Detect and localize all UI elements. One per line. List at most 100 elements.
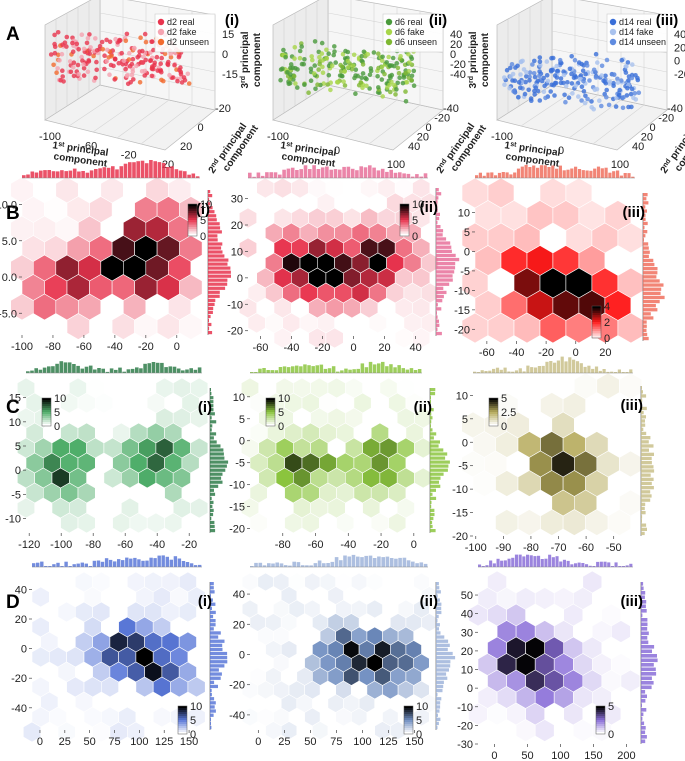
y-histogram-bar (436, 327, 438, 332)
scatter-point (607, 79, 613, 85)
scatter-point (123, 38, 129, 44)
x-histogram-bar (625, 372, 629, 373)
colorbar-segment (404, 730, 413, 733)
colorbar-segment (178, 720, 187, 723)
y-tick-label: 20 (461, 646, 473, 658)
scatter-point (629, 75, 635, 81)
x-histogram-bar (311, 366, 315, 373)
x-histogram-bar (409, 368, 414, 373)
x-histogram-bar (64, 171, 68, 178)
x-histogram-bar (174, 169, 179, 178)
scatter-point (278, 67, 284, 72)
y-histogram-bar (208, 262, 228, 266)
x-histogram-bar (76, 365, 80, 373)
y-histogram-bar (210, 590, 215, 594)
x-histogram-bar (564, 361, 568, 373)
y-histogram-bar (643, 225, 645, 230)
y-histogram-bar (208, 322, 212, 327)
colorbar-segment (400, 208, 409, 212)
y-tick-label: -40 (667, 103, 683, 115)
y-histogram-bar (436, 278, 453, 282)
y-histogram-bar (430, 400, 431, 404)
y-tick-label: 0 (239, 436, 245, 448)
x-histogram-bar (84, 366, 89, 373)
colorbar-segment (404, 712, 413, 715)
x-histogram-bar (522, 556, 526, 567)
y-histogram-bar (430, 424, 431, 428)
x-histogram-bar (252, 176, 256, 178)
colorbar-segment (188, 217, 197, 221)
scatter-point (532, 74, 538, 80)
grid-line (544, 94, 599, 133)
scatter-point (130, 56, 136, 62)
x-histogram-bar (364, 367, 369, 373)
colorbar-segment (266, 410, 275, 413)
x-histogram-bar (543, 165, 547, 178)
x-tick-label: -40 (149, 539, 165, 551)
colorbar-D-ii: 10 5 0 (403, 701, 428, 741)
scatter-point (543, 95, 548, 101)
colorbar-segment (400, 229, 409, 232)
scatter-point (87, 32, 92, 37)
y-histogram-bar (208, 206, 213, 210)
y-histogram-bar (643, 295, 665, 300)
x-histogram-bar (530, 367, 534, 373)
x-tick-label: -70 (551, 542, 567, 554)
hexbin-cell (412, 327, 431, 349)
y-histogram-bar (641, 523, 647, 527)
x-histogram-bar (514, 370, 519, 373)
x-histogram-bar (121, 560, 125, 567)
y-histogram-bar (643, 287, 662, 291)
scatter-point (364, 76, 369, 82)
colorbar-segment (266, 408, 275, 411)
x-histogram-bar (410, 176, 415, 178)
scatter-point (112, 77, 117, 82)
colorbar-segment (178, 730, 187, 733)
scatter-point (81, 62, 86, 67)
x-histogram-bar (52, 564, 56, 567)
x-tick-label: -100 (39, 131, 61, 143)
scatter-point (165, 61, 170, 67)
colorbar-segment (596, 708, 605, 711)
hexbin-plot-B-ii: -60 -40 -20 0 20 40 -20 -10 0 10 20 30 (ii) (227, 165, 460, 354)
x-histogram-bar (478, 172, 482, 178)
scatter-point (601, 78, 606, 83)
y-histogram-bar (436, 688, 443, 693)
hexbin-cell (152, 706, 171, 728)
colorbar-tick-label: 5 (190, 715, 196, 727)
scatter-point (411, 68, 417, 74)
legend-marker (157, 18, 165, 26)
scatter-point (140, 48, 145, 54)
colorbar-segment (596, 716, 605, 719)
colorbar-segment (596, 712, 605, 715)
colorbar-tick-label: 10 (54, 393, 66, 405)
x-histogram-bar (377, 556, 381, 567)
y-histogram-bar (208, 318, 209, 323)
x-histogram-bar (320, 167, 325, 178)
scatter-point (585, 96, 590, 102)
y-histogram-bar (210, 496, 212, 500)
y-histogram-bar (210, 420, 217, 424)
colorbar-tick-label: 0 (278, 421, 284, 433)
y-histogram-bar (436, 208, 438, 212)
colorbar-frame (595, 705, 606, 735)
scatter-point (341, 79, 346, 84)
x-histogram-bar (51, 171, 56, 178)
hexbin-cell (336, 512, 355, 534)
x-histogram-bar (153, 161, 157, 178)
y-tick-label: 10 (458, 207, 470, 219)
colorbar-tick-label: 0 (604, 333, 610, 345)
scatter-point (530, 62, 535, 67)
x-histogram-bar (195, 176, 200, 178)
x-histogram-bar (419, 562, 424, 567)
x-histogram-bar (42, 367, 47, 373)
y-histogram-bar (641, 490, 651, 494)
colorbar-segment (266, 402, 275, 405)
scatter-point (353, 91, 358, 96)
colorbar-segment (596, 722, 605, 725)
hexbin-cell (611, 620, 631, 643)
x-histogram-bar (627, 173, 631, 178)
x-histogram-bar (250, 372, 254, 373)
y-histogram-bar (436, 606, 442, 610)
